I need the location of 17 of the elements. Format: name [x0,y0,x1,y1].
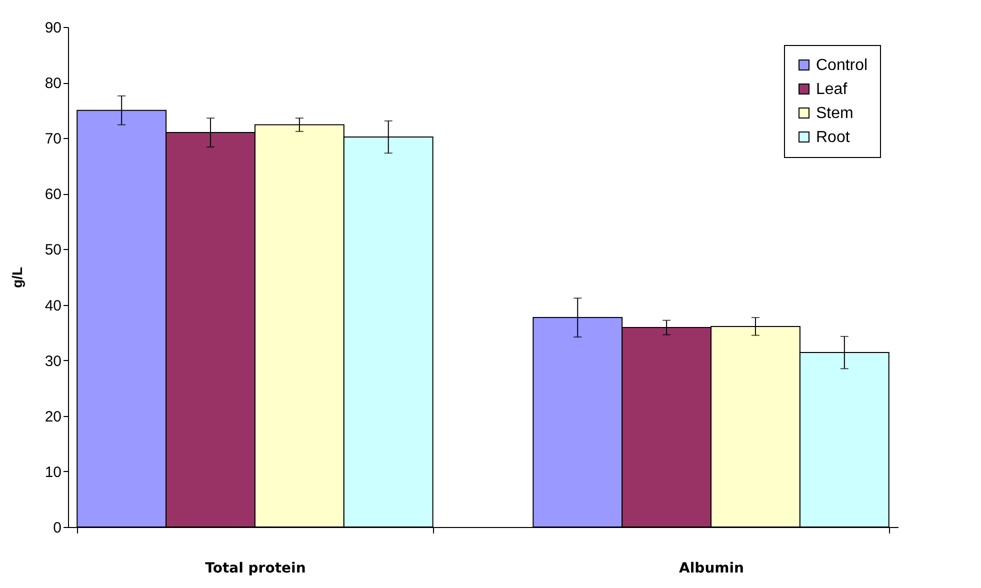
y-tick-label: 10 [44,464,62,481]
legend-label: Stem [816,105,854,122]
legend-label: Leaf [816,81,848,98]
y-tick-label: 80 [44,75,62,92]
y-tick-label: 20 [44,408,62,426]
legend-label: Control [816,57,868,74]
x-tick-label: Total protein [205,560,306,576]
y-tick-label: 40 [44,297,62,314]
y-axis-title: g/L [8,266,25,288]
x-tick-label: Albumin [679,560,744,576]
y-tick-label: 60 [44,186,62,204]
y-tick-label: 50 [44,242,62,259]
y-tick-label: 0 [53,520,62,536]
y-tick-label: 90 [44,20,62,36]
y-tick-label: 30 [44,352,62,370]
y-tick-label: 70 [44,130,62,148]
legend-label: Root [816,129,850,146]
